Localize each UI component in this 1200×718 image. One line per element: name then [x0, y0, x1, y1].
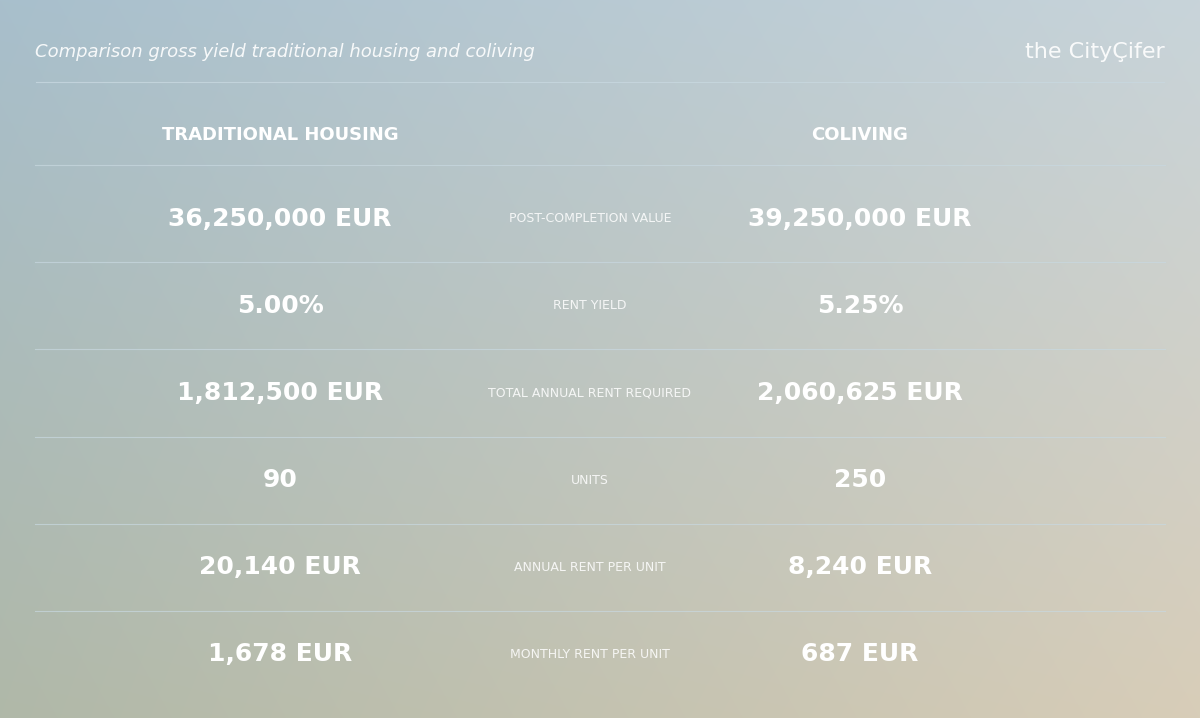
Text: MONTHLY RENT PER UNIT: MONTHLY RENT PER UNIT [510, 648, 670, 661]
Text: COLIVING: COLIVING [811, 126, 908, 144]
Text: 687 EUR: 687 EUR [802, 643, 919, 666]
Text: 1,812,500 EUR: 1,812,500 EUR [176, 381, 383, 405]
Text: 5.00%: 5.00% [236, 294, 323, 318]
Text: UNITS: UNITS [571, 474, 608, 487]
Text: RENT YIELD: RENT YIELD [553, 299, 626, 312]
Text: 5.25%: 5.25% [817, 294, 904, 318]
Text: TRADITIONAL HOUSING: TRADITIONAL HOUSING [162, 126, 398, 144]
Text: 20,140 EUR: 20,140 EUR [199, 555, 361, 579]
Text: POST-COMPLETION VALUE: POST-COMPLETION VALUE [509, 212, 671, 225]
Text: 90: 90 [263, 468, 298, 492]
Text: the CityÇifer: the CityÇifer [1025, 42, 1165, 62]
Text: 2,060,625 EUR: 2,060,625 EUR [757, 381, 962, 405]
Text: 36,250,000 EUR: 36,250,000 EUR [168, 207, 391, 230]
Text: 250: 250 [834, 468, 886, 492]
Text: TOTAL ANNUAL RENT REQUIRED: TOTAL ANNUAL RENT REQUIRED [488, 386, 691, 399]
Text: 39,250,000 EUR: 39,250,000 EUR [749, 207, 972, 230]
Text: Comparison gross yield traditional housing and coliving: Comparison gross yield traditional housi… [35, 43, 535, 61]
Text: 1,678 EUR: 1,678 EUR [208, 643, 352, 666]
Text: ANNUAL RENT PER UNIT: ANNUAL RENT PER UNIT [514, 561, 666, 574]
Text: 8,240 EUR: 8,240 EUR [788, 555, 932, 579]
